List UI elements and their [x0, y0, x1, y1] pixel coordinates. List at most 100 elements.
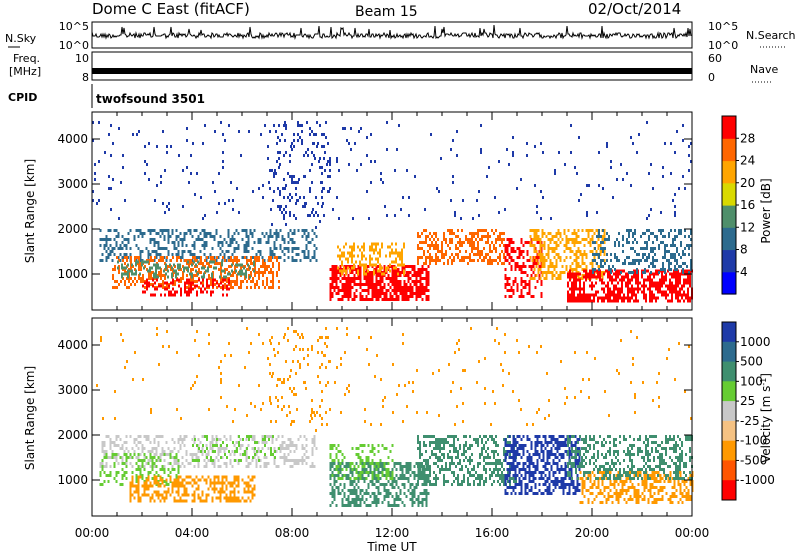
velocity-cell — [250, 435, 252, 438]
power-cell — [277, 136, 279, 139]
power-cell — [579, 287, 581, 291]
power-cell — [188, 293, 190, 297]
power-cell — [101, 253, 104, 256]
power-cell — [477, 235, 479, 238]
power-cell — [615, 272, 617, 276]
power-cell — [571, 296, 573, 300]
velocity-cell — [419, 450, 421, 453]
power-cell — [506, 244, 509, 247]
power-cell — [407, 295, 410, 298]
velocity-cell — [373, 462, 376, 465]
velocity-cell — [217, 465, 220, 468]
power-cell — [668, 235, 670, 238]
velocity-cell — [297, 462, 300, 465]
power-cell — [449, 241, 451, 244]
velocity-cell — [415, 498, 418, 501]
power-cell — [583, 299, 585, 303]
power-cell — [126, 256, 128, 259]
power-cell — [534, 184, 536, 187]
power-cell — [269, 250, 272, 253]
velocity-cell — [161, 465, 164, 468]
power-cell — [145, 247, 148, 250]
velocity-cell — [177, 471, 180, 474]
power-cell — [594, 253, 596, 256]
power-cell — [367, 280, 370, 283]
power-cell — [369, 277, 372, 280]
power-cell — [287, 250, 290, 253]
power-cell — [601, 238, 604, 241]
power-cell — [441, 247, 443, 250]
power-cell — [317, 214, 319, 217]
velocity-cell — [133, 496, 136, 500]
power-cell — [187, 229, 190, 232]
power-cell — [615, 278, 617, 282]
velocity-cell — [359, 474, 362, 477]
power-cell — [499, 238, 501, 241]
power-cell — [299, 136, 301, 139]
power-cell — [425, 235, 427, 238]
velocity-cell — [171, 481, 174, 485]
power-cell — [309, 190, 311, 193]
power-cell — [155, 263, 157, 267]
power-cell — [179, 263, 181, 267]
velocity-cell — [240, 459, 242, 462]
velocity-cell — [389, 492, 392, 495]
power-cell — [411, 289, 414, 292]
power-cell — [589, 250, 592, 253]
power-cell — [170, 290, 172, 294]
power-cell — [685, 296, 687, 300]
power-cell — [114, 265, 116, 268]
power-cell — [636, 241, 638, 244]
velocity-cell — [265, 456, 268, 459]
velocity-cell — [169, 493, 172, 497]
power-cell — [589, 262, 592, 265]
power-cell — [383, 286, 386, 289]
velocity-cell — [212, 459, 214, 462]
velocity-cell — [129, 490, 132, 494]
velocity-cell — [177, 493, 180, 497]
velocity-cell — [305, 444, 308, 447]
power-cell — [357, 272, 359, 276]
power-cell — [676, 130, 678, 133]
power-cell — [291, 256, 294, 259]
power-cell — [600, 247, 602, 250]
velocity-cell — [377, 498, 380, 501]
velocity-cell — [127, 450, 130, 453]
power-cell — [151, 250, 154, 253]
velocity-cell — [139, 471, 142, 474]
power-cell — [194, 274, 196, 277]
power-cell — [441, 256, 443, 259]
power-cell — [621, 278, 623, 282]
velocity-cell — [167, 483, 170, 486]
power-cell — [359, 263, 361, 267]
power-cell — [676, 247, 678, 250]
power-cell — [272, 286, 274, 289]
power-cell — [355, 283, 358, 286]
power-cell — [178, 154, 180, 157]
power-cell — [351, 251, 353, 255]
power-cell — [195, 229, 198, 232]
power-cell — [347, 257, 349, 261]
velocity-cell — [357, 486, 360, 489]
power-cell — [409, 277, 412, 280]
power-cell — [341, 269, 343, 273]
velocity-cell — [423, 480, 426, 483]
power-cell — [149, 229, 152, 232]
power-cell — [181, 253, 184, 256]
power-cell — [299, 124, 301, 127]
velocity-cell — [119, 483, 122, 486]
power-cell — [599, 272, 601, 276]
power-cell — [295, 259, 298, 262]
power-cell — [349, 283, 352, 286]
power-cell — [443, 253, 445, 256]
power-cell — [386, 214, 388, 217]
power-cell — [471, 232, 473, 235]
velocity-cell — [177, 475, 180, 479]
power-cell — [331, 292, 334, 295]
power-cell — [419, 289, 422, 292]
velocity-cell — [337, 474, 340, 477]
power-cell — [347, 251, 349, 255]
power-cell — [551, 238, 554, 241]
power-cell — [661, 284, 663, 288]
power-cell — [520, 178, 522, 181]
